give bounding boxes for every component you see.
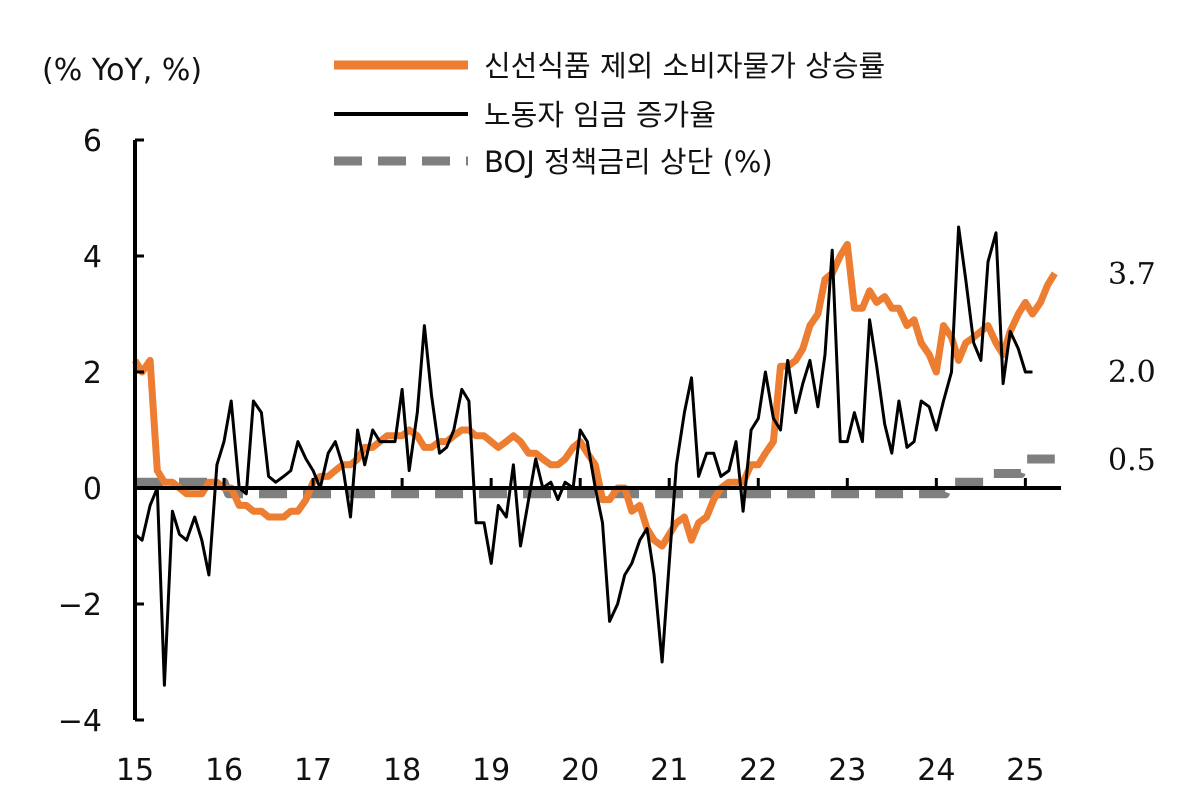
y-tick-label: 6 (83, 124, 102, 159)
legend-label-core-cpi: 신선식품 제외 소비자물가 상승률 (484, 49, 885, 83)
x-tick-label: 19 (472, 753, 510, 788)
end-labels: 3.7 2.0 0.5 (1108, 257, 1156, 478)
x-tick-label: 24 (917, 753, 955, 788)
x-tick-label: 21 (650, 753, 688, 788)
y-tick-label: 2 (83, 356, 102, 391)
x-tick-label: 17 (294, 753, 332, 788)
x-tick-label: 15 (116, 753, 154, 788)
x-tick-label: 25 (1006, 753, 1044, 788)
series-line-wages (134, 225, 1033, 687)
end-label-core-cpi: 3.7 (1108, 257, 1156, 292)
x-tick-label: 18 (383, 753, 421, 788)
y-tick-label: −2 (58, 588, 102, 623)
y-tick-label: −4 (58, 704, 102, 739)
y-tick-label: 4 (83, 240, 102, 275)
y-axis-unit-label: (% YoY, %) (42, 53, 202, 88)
x-tick-label: 16 (205, 753, 243, 788)
x-tick-label: 23 (828, 753, 866, 788)
legend: 신선식품 제외 소비자물가 상승률 노동자 임금 증가율 BOJ 정책금리 상단… (334, 49, 885, 179)
x-tick-label: 20 (561, 753, 599, 788)
x-tick-label: 22 (739, 753, 777, 788)
series-layer (132, 225, 1058, 687)
end-label-boj-rate: 0.5 (1108, 443, 1156, 478)
series-line-core-cpi (132, 240, 1058, 550)
legend-label-wages: 노동자 임금 증가율 (484, 98, 716, 132)
end-label-wages: 2.0 (1108, 355, 1156, 390)
legend-label-boj-rate: BOJ 정책금리 상단 (%) (484, 145, 773, 179)
y-tick-label: 0 (83, 472, 102, 507)
